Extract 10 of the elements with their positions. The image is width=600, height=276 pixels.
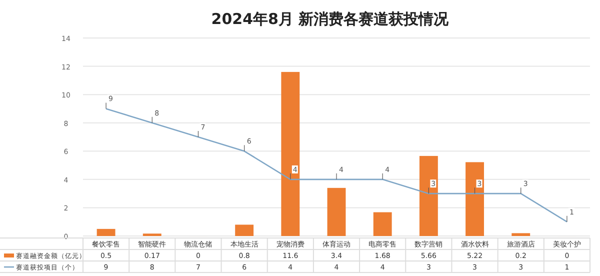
bar [466,162,484,236]
bar [512,233,530,236]
bar [419,156,438,236]
bar [281,72,300,236]
bar [327,188,346,236]
chart-title: 2024年8月 新消费各赛道获投情况 [211,10,450,28]
bar [96,228,116,236]
bar [373,212,392,236]
line-series [105,108,568,223]
bar [235,224,254,236]
